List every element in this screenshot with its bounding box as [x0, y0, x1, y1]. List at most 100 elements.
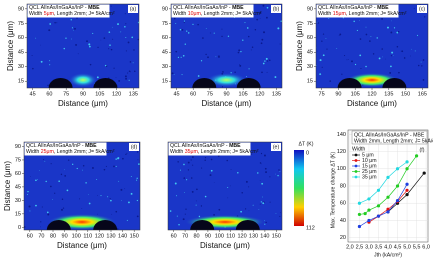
speckle — [108, 31, 111, 33]
speckle — [391, 51, 394, 54]
speckle — [118, 79, 121, 82]
speckle — [40, 221, 42, 223]
speckle — [127, 72, 129, 74]
speckle — [110, 48, 113, 51]
y-tick-label: 120 — [337, 149, 346, 155]
speckle — [44, 160, 46, 162]
speckle — [49, 60, 51, 62]
speckle — [185, 208, 187, 210]
speckle — [262, 196, 263, 198]
speckle — [210, 169, 213, 172]
speckle — [117, 23, 119, 26]
speckle — [134, 70, 136, 73]
width-prefix: Width — [29, 11, 44, 17]
speckle — [171, 72, 174, 75]
speckle — [110, 199, 112, 202]
y-tick-label: 30 — [18, 64, 24, 70]
speckle — [381, 17, 383, 20]
speckle — [137, 21, 139, 24]
speckle — [176, 195, 178, 197]
speckle — [56, 22, 58, 24]
panel-tag: (c) — [419, 6, 425, 12]
speckle — [322, 33, 325, 35]
speckle — [29, 210, 31, 212]
frame — [23, 141, 141, 231]
chart-title: QCL AlInAs/InGaAs/InP - MBE — [354, 132, 425, 138]
speckle — [117, 228, 119, 230]
speckle — [205, 53, 207, 56]
mesa — [382, 78, 407, 88]
speckle — [132, 62, 134, 64]
mesa — [93, 78, 118, 88]
speckle — [35, 37, 37, 39]
speckle — [113, 67, 115, 69]
speckle — [82, 169, 84, 171]
speckle — [125, 50, 127, 52]
speckle — [186, 179, 188, 181]
speckle — [248, 35, 250, 38]
x-tick-label: 105 — [239, 91, 248, 97]
conditions: , Length 2mm; J= 5kA/cm² — [54, 11, 115, 17]
marker — [363, 211, 367, 216]
tag-box — [271, 5, 281, 13]
speckle — [49, 64, 51, 66]
speckle — [316, 21, 318, 23]
header-text: QCL AlInAs/InGaAs/InP - — [29, 5, 88, 11]
width-prefix: Width — [173, 11, 188, 17]
y-axis-label: Distance (μm) — [6, 21, 15, 71]
x-axis-label: Jth (kA/cm²) — [374, 252, 402, 258]
width-prefix: Width — [26, 149, 41, 155]
speckle — [266, 6, 269, 9]
speckle — [246, 76, 247, 77]
speckle — [64, 175, 67, 177]
speckle — [238, 49, 241, 52]
speckle — [126, 219, 128, 221]
speckle — [372, 53, 375, 55]
speckle — [183, 177, 186, 179]
speckle — [137, 38, 139, 41]
speckle — [321, 40, 323, 42]
speckle — [88, 202, 91, 205]
y-tick-label: 40 — [340, 218, 346, 224]
hotspot — [206, 73, 247, 87]
speckle — [250, 49, 252, 51]
y-tick-label: 15 — [162, 79, 168, 85]
speckle — [117, 85, 118, 87]
speckle — [237, 171, 239, 174]
conditions: , Length 2mm; J= 5kA/cm² — [54, 149, 115, 155]
speckle — [422, 59, 425, 61]
speckle — [131, 36, 134, 39]
x-axis-label: Distance (μm) — [200, 241, 250, 250]
speckle — [237, 51, 240, 54]
x-tick-label: 60 — [27, 233, 33, 239]
x-tick-label: 135 — [129, 91, 138, 97]
x-tick-label: 60 — [190, 91, 196, 97]
speckle — [179, 28, 182, 31]
speckle — [275, 173, 276, 175]
speckle — [387, 26, 389, 29]
speckle — [279, 212, 281, 214]
speckle — [397, 30, 400, 33]
speckle — [207, 56, 209, 59]
speckle — [181, 28, 184, 31]
speckle — [176, 215, 178, 217]
speckle — [230, 168, 232, 170]
speckle — [191, 191, 194, 193]
legend-marker — [354, 170, 358, 173]
speckle — [88, 193, 90, 195]
header-mbe: MBE — [377, 5, 389, 11]
speckle — [72, 30, 74, 31]
speckle — [221, 28, 223, 30]
speckle — [173, 17, 176, 20]
marker — [395, 199, 400, 203]
marker — [386, 175, 390, 179]
x-tick-label: 70 — [38, 233, 44, 239]
speckle — [96, 76, 99, 79]
speckle — [169, 210, 172, 212]
thermal-image — [316, 4, 428, 88]
speckle — [274, 76, 277, 79]
speckle — [67, 159, 70, 161]
speckle — [125, 77, 127, 80]
legend-label: 5 μm — [362, 152, 374, 158]
